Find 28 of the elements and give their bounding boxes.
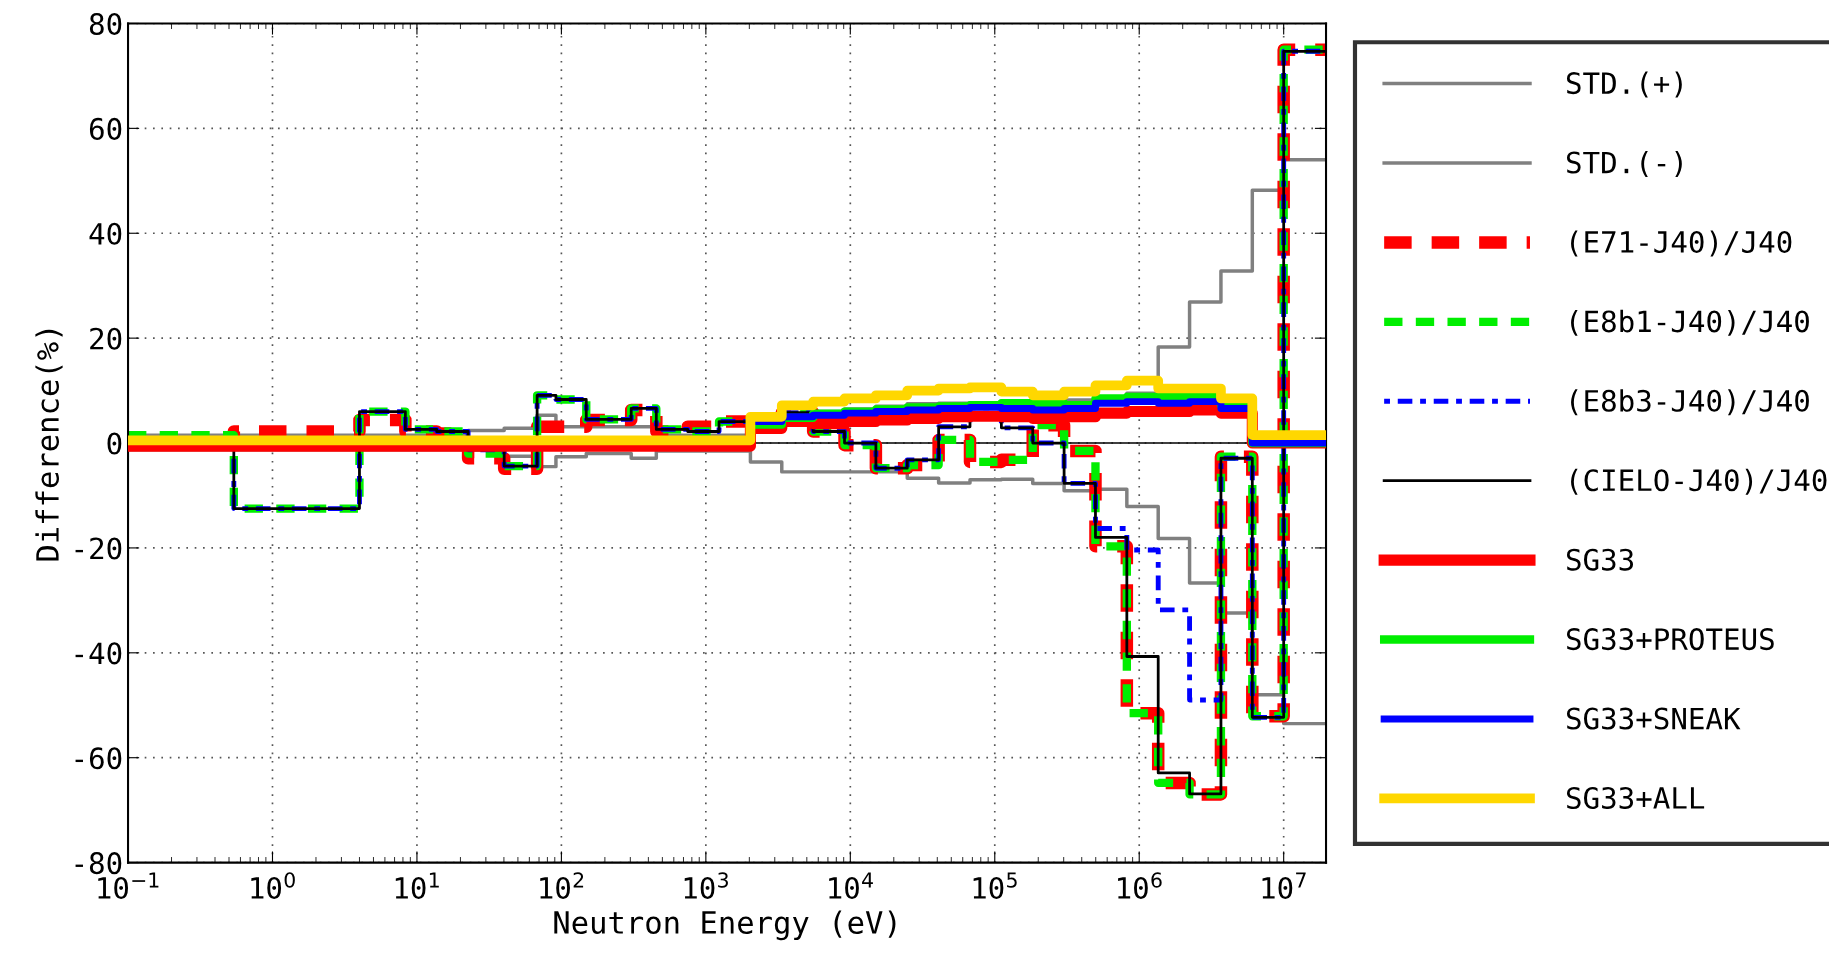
x-tick-label: 10$^{1}$ <box>395 872 439 900</box>
y-tick-label: 80 <box>89 12 122 36</box>
x-tick-label: 10$^{3}$ <box>684 872 728 899</box>
legend-label: STD.(+) <box>1566 71 1682 98</box>
y-tick-label: 20 <box>90 327 122 350</box>
y-tick-label: 0 <box>107 432 122 455</box>
y-tick-label: 40 <box>89 222 122 245</box>
y-tick-label: 60 <box>89 117 122 140</box>
y-tick-label: -60 <box>75 747 122 770</box>
x-tick-label: 10$^{7}$ <box>1262 872 1306 900</box>
x-tick-label: 10$^{6}$ <box>1118 872 1162 899</box>
x-tick-label: 10$^{5}$ <box>973 872 1017 900</box>
legend-label: SG33 <box>1566 548 1634 571</box>
legend-label: (E71-J40)/J40 <box>1571 230 1792 257</box>
legend-label: SG33+SNEAK <box>1566 707 1741 730</box>
x-tick-label: 10$^{2}$ <box>540 872 584 899</box>
x-axis-title: Neutron Energy (eV) <box>554 910 896 941</box>
legend-label: (E8b1-J40)/J40 <box>1571 309 1809 336</box>
legend-label: (CIELO-J40)/J40 <box>1571 468 1827 495</box>
legend-label: SG33+PROTEUS <box>1566 628 1774 651</box>
x-tick-label: 10$^{0}$ <box>251 872 295 899</box>
y-axis-title: Difference(%) <box>35 329 63 561</box>
legend-label: (E8b3-J40)/J40 <box>1571 389 1809 416</box>
x-tick-label: 10$^{4}$ <box>829 872 873 900</box>
y-tick-label: -20 <box>75 537 122 560</box>
y-tick-label: -40 <box>75 642 122 665</box>
legend-label: SG33+ALL <box>1566 786 1705 809</box>
legend-label: STD.(-) <box>1566 151 1682 178</box>
